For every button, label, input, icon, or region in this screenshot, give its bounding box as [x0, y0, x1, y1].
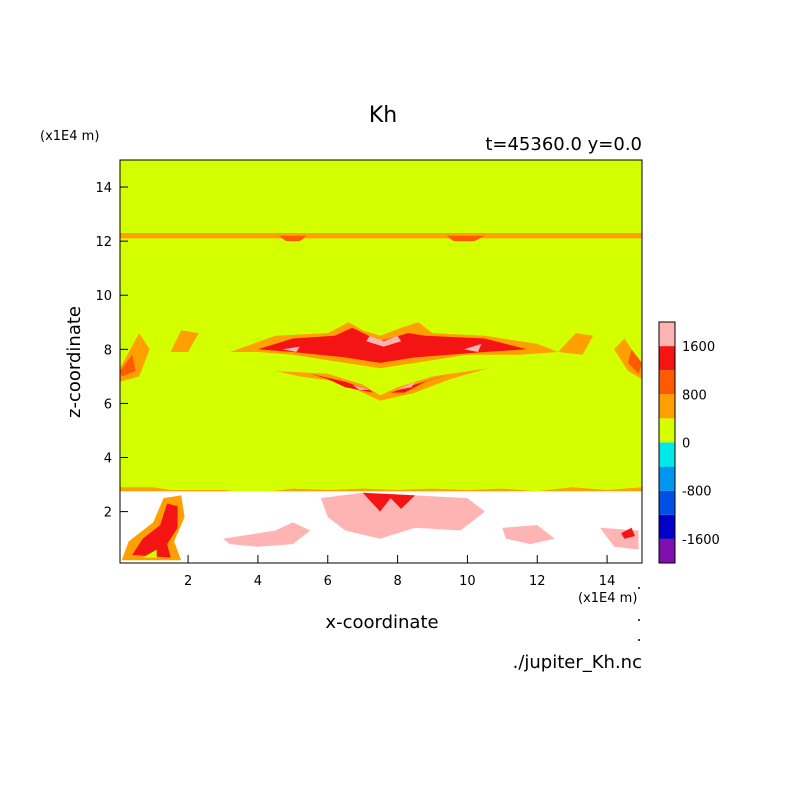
colorbar-swatch — [659, 442, 675, 467]
contour-region-23 — [362, 492, 415, 512]
contour-region-18 — [558, 333, 594, 355]
colorbar-swatch — [659, 346, 675, 371]
x-axis: 2 4 6 8 10 12 14 — [184, 555, 615, 589]
y-tick-label: 2 — [104, 506, 112, 521]
contour-region-21 — [223, 522, 311, 547]
contour-region-11 — [352, 384, 370, 390]
contour-region-28 — [132, 503, 178, 558]
chart-subtitle: t=45360.0 y=0.0 — [485, 134, 642, 155]
y-tick-label: 4 — [104, 452, 112, 467]
colorbar-label: 800 — [682, 388, 707, 403]
x-tick-label: 4 — [254, 574, 262, 589]
contour-region-12 — [397, 381, 415, 390]
x-tick-label: 12 — [529, 574, 546, 589]
colorbar-swatch — [659, 466, 675, 491]
contour-regions — [120, 233, 642, 563]
x-tick-label: 8 — [393, 574, 401, 589]
x-axis-unit: (x1E4 m) — [578, 591, 637, 606]
x-tick-label: 6 — [324, 574, 332, 589]
colorbar-swatch — [659, 394, 675, 419]
contour-region-2 — [446, 235, 485, 242]
colorbar-label: -1600 — [682, 533, 720, 548]
contour-region-1 — [278, 235, 307, 242]
y-axis-unit: (x1E4 m) — [40, 129, 99, 144]
file-name: ./jupiter_Kh.nc — [513, 652, 642, 673]
contour-region-16 — [628, 349, 642, 374]
y-axis-label: z-coordinate — [64, 306, 85, 418]
contour-region-8 — [275, 368, 489, 401]
colorbar-label: 0 — [682, 437, 690, 452]
x-tick-label: 2 — [184, 574, 192, 589]
y-tick-label: 6 — [104, 397, 112, 412]
decorative-dots — [638, 587, 640, 641]
x-axis-label: x-coordinate — [325, 612, 438, 633]
chart-title: Kh — [369, 103, 397, 128]
contour-region-24 — [502, 525, 555, 545]
contour-region-22 — [320, 492, 485, 539]
colorbar-label: -800 — [682, 485, 712, 500]
contour-region-4 — [257, 327, 527, 363]
contour-region-29 — [142, 549, 157, 558]
colorbar-swatch — [659, 370, 675, 395]
colorbar-swatch — [659, 418, 675, 443]
plot-frame — [119, 159, 643, 564]
colorbar-swatch — [659, 538, 675, 563]
contour-region-7 — [463, 343, 482, 352]
colorbar-frame — [658, 321, 676, 564]
y-tick-label: 10 — [95, 289, 112, 304]
contour-region-14 — [120, 354, 136, 377]
colorbar-swatch — [659, 322, 675, 347]
contour-region-5 — [366, 335, 402, 347]
plot-area — [119, 159, 643, 564]
x-tick-label: 14 — [599, 574, 616, 589]
contour-region-6 — [282, 346, 300, 352]
y-tick-label: 12 — [95, 235, 112, 250]
colorbar: 1600 800 0 -800 -1600 — [658, 321, 720, 564]
colorbar-label: 1600 — [682, 340, 715, 355]
colorbar-swatch — [659, 514, 675, 539]
contour-region-17 — [170, 330, 199, 352]
contour-region-26 — [621, 527, 635, 539]
x-tick-label: 10 — [459, 574, 476, 589]
colorbar-swatch — [659, 490, 675, 515]
y-tick-label: 14 — [95, 181, 112, 196]
contour-region-0 — [120, 233, 642, 239]
y-tick-label: 8 — [104, 343, 112, 358]
y-axis: 2 4 6 8 10 12 14 — [95, 181, 128, 521]
